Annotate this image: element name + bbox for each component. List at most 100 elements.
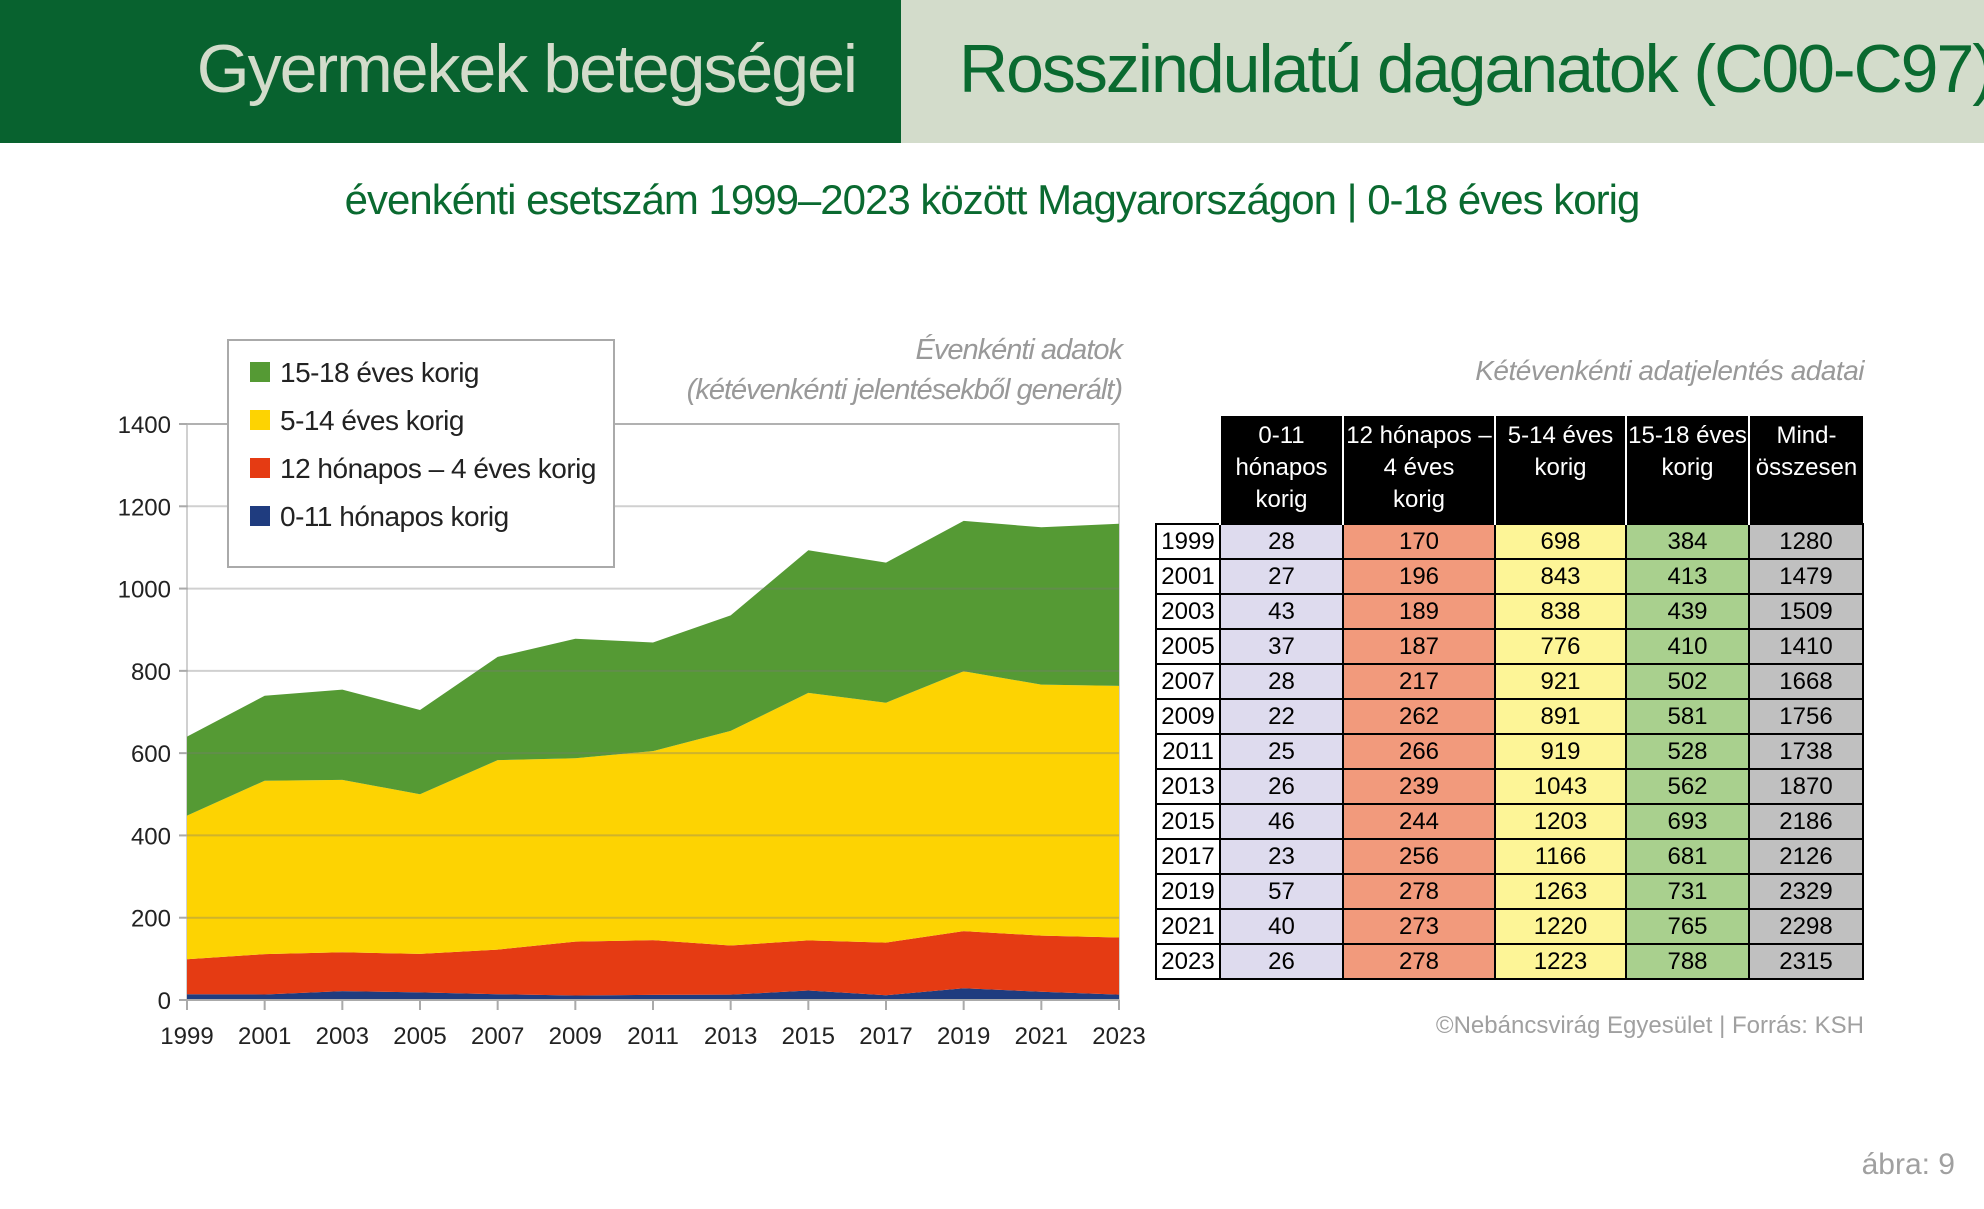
x-tick-label: 2017 bbox=[859, 1023, 912, 1050]
data-table: 0-11 hónapos korig 12 hónapos –4 éves korig 5… bbox=[1155, 416, 1864, 980]
source-credit: ©Nebáncsvirág Egyesület | Forrás: KSH bbox=[1435, 1012, 1864, 1039]
x-tick-label: 2007 bbox=[471, 1023, 524, 1050]
value-cell: 1203 bbox=[1494, 803, 1627, 840]
table-row: 2023 26 278 1223 788 2315 bbox=[1155, 943, 1864, 980]
y-tick-label: 0 bbox=[158, 988, 171, 1015]
value-cell: 1220 bbox=[1494, 908, 1627, 945]
value-cell: 1509 bbox=[1748, 593, 1864, 630]
figure-label: ábra: 9 bbox=[1861, 1148, 1955, 1181]
value-cell: 776 bbox=[1494, 628, 1627, 665]
value-cell: 278 bbox=[1342, 873, 1496, 910]
value-cell: 1263 bbox=[1494, 873, 1627, 910]
y-tick-label: 600 bbox=[131, 741, 171, 768]
year-cell: 2023 bbox=[1155, 943, 1221, 980]
column-header: 0-11 hónapos korig bbox=[1219, 416, 1343, 524]
value-cell: 2298 bbox=[1748, 908, 1864, 945]
legend-label: 5-14 éves korig bbox=[280, 405, 464, 436]
value-cell: 1756 bbox=[1748, 698, 1864, 735]
value-cell: 28 bbox=[1219, 663, 1344, 700]
value-cell: 256 bbox=[1342, 838, 1496, 875]
value-cell: 693 bbox=[1625, 803, 1750, 840]
value-cell: 189 bbox=[1342, 593, 1496, 630]
value-cell: 788 bbox=[1625, 943, 1750, 980]
table-row: 1999 28 170 698 384 1280 bbox=[1155, 523, 1864, 560]
value-cell: 1668 bbox=[1748, 663, 1864, 700]
y-tick-label: 1400 bbox=[118, 412, 171, 439]
table-row: 2017 23 256 1166 681 2126 bbox=[1155, 838, 1864, 875]
section-title: Gyermekek betegségei bbox=[196, 31, 858, 107]
chart-note-line1: Évenkénti adatok bbox=[915, 334, 1123, 366]
value-cell: 239 bbox=[1342, 768, 1496, 805]
value-cell: 1738 bbox=[1748, 733, 1864, 770]
value-cell: 1410 bbox=[1748, 628, 1864, 665]
column-header: 5-14 éves korig bbox=[1494, 416, 1626, 524]
x-tick-label: 2015 bbox=[782, 1023, 835, 1050]
table-row: 2003 43 189 838 439 1509 bbox=[1155, 593, 1864, 630]
area-series-2 bbox=[187, 671, 1119, 960]
chart-note-line2: (kétévenkénti jelentésekből generált) bbox=[686, 374, 1123, 406]
area-series-1 bbox=[187, 931, 1119, 996]
value-cell: 1166 bbox=[1494, 838, 1627, 875]
value-cell: 562 bbox=[1625, 768, 1750, 805]
value-cell: 27 bbox=[1219, 558, 1344, 595]
legend-swatch bbox=[250, 410, 270, 430]
value-cell: 2315 bbox=[1748, 943, 1864, 980]
x-tick-label: 2019 bbox=[937, 1023, 990, 1050]
legend-label: 12 hónapos – 4 éves korig bbox=[280, 453, 596, 484]
column-header: 15-18 éves korig bbox=[1625, 416, 1749, 524]
x-tick-label: 2013 bbox=[704, 1023, 757, 1050]
x-tick-label: 2011 bbox=[627, 1023, 679, 1050]
table-row: 2007 28 217 921 502 1668 bbox=[1155, 663, 1864, 700]
year-cell: 2015 bbox=[1155, 803, 1221, 840]
value-cell: 187 bbox=[1342, 628, 1496, 665]
value-cell: 196 bbox=[1342, 558, 1496, 595]
table-row: 2011 25 266 919 528 1738 bbox=[1155, 733, 1864, 770]
table-row: 2015 46 244 1203 693 2186 bbox=[1155, 803, 1864, 840]
value-cell: 23 bbox=[1219, 838, 1344, 875]
year-cell: 2011 bbox=[1155, 733, 1221, 770]
value-cell: 681 bbox=[1625, 838, 1750, 875]
y-tick-label: 1200 bbox=[118, 494, 171, 521]
y-tick-label: 200 bbox=[131, 906, 171, 933]
value-cell: 57 bbox=[1219, 873, 1344, 910]
value-cell: 1479 bbox=[1748, 558, 1864, 595]
value-cell: 384 bbox=[1625, 523, 1750, 560]
legend-label: 15-18 éves korig bbox=[280, 357, 479, 388]
value-cell: 2329 bbox=[1748, 873, 1864, 910]
value-cell: 25 bbox=[1219, 733, 1344, 770]
value-cell: 262 bbox=[1342, 698, 1496, 735]
value-cell: 765 bbox=[1625, 908, 1750, 945]
column-header: Mind-összesen bbox=[1748, 416, 1863, 524]
y-tick-label: 400 bbox=[131, 823, 171, 850]
value-cell: 40 bbox=[1219, 908, 1344, 945]
value-cell: 843 bbox=[1494, 558, 1627, 595]
value-cell: 46 bbox=[1219, 803, 1344, 840]
value-cell: 439 bbox=[1625, 593, 1750, 630]
value-cell: 838 bbox=[1494, 593, 1627, 630]
value-cell: 28 bbox=[1219, 523, 1344, 560]
table-row: 2005 37 187 776 410 1410 bbox=[1155, 628, 1864, 665]
year-cell: 2021 bbox=[1155, 908, 1221, 945]
header-right-band: Rosszindulatú daganatok (C00-C97) bbox=[901, 0, 1984, 143]
legend bbox=[227, 339, 615, 568]
legend-swatch bbox=[250, 362, 270, 382]
value-cell: 273 bbox=[1342, 908, 1496, 945]
legend-swatch bbox=[250, 458, 270, 478]
subtitle: évenkénti esetszám 1999–2023 között Magy… bbox=[344, 176, 1641, 223]
value-cell: 244 bbox=[1342, 803, 1496, 840]
x-tick-label: 1999 bbox=[160, 1023, 213, 1050]
value-cell: 2186 bbox=[1748, 803, 1864, 840]
value-cell: 170 bbox=[1342, 523, 1496, 560]
value-cell: 1043 bbox=[1494, 768, 1627, 805]
value-cell: 891 bbox=[1494, 698, 1627, 735]
value-cell: 1280 bbox=[1748, 523, 1864, 560]
table-row: 2001 27 196 843 413 1479 bbox=[1155, 558, 1864, 595]
value-cell: 43 bbox=[1219, 593, 1344, 630]
legend-label: 0-11 hónapos korig bbox=[280, 501, 509, 532]
value-cell: 278 bbox=[1342, 943, 1496, 980]
x-tick-label: 2009 bbox=[549, 1023, 602, 1050]
table-caption: Kétévenkénti adatjelentés adatai bbox=[1475, 355, 1864, 386]
legend-swatch bbox=[250, 506, 270, 526]
value-cell: 1870 bbox=[1748, 768, 1864, 805]
table-row: 2021 40 273 1220 765 2298 bbox=[1155, 908, 1864, 945]
